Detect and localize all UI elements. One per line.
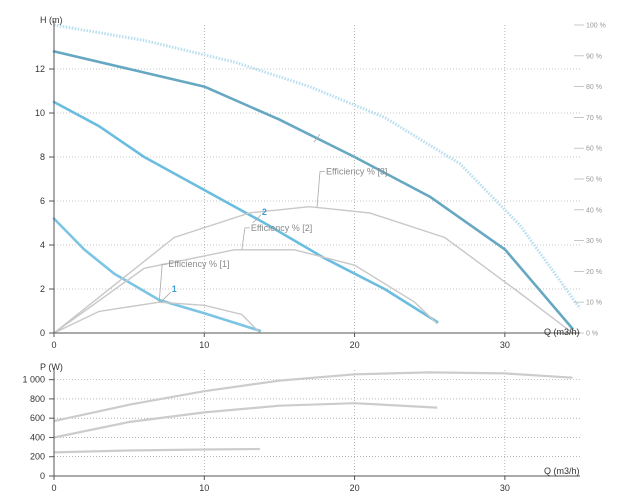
x-axis-title: Q (m3/h): [544, 327, 580, 337]
curve-2-leader: [252, 214, 262, 224]
efficiency-annotation: Efficiency % [1]: [168, 259, 229, 269]
y2-tick-label: 20 %: [586, 269, 602, 276]
x-tick-label: 30: [500, 340, 510, 350]
y-tick-label: 800: [30, 394, 45, 404]
curve-3-leader: [313, 134, 321, 143]
curve-1-leader: [160, 291, 171, 303]
head-efficiency-plot: Efficiency % [1] Efficiency % [2] Efficien…: [35, 15, 606, 350]
head-plot-grid: [54, 25, 580, 333]
x-tick-label: 10: [199, 483, 209, 493]
y-tick-label: 0: [40, 471, 45, 481]
y-axis-title: H (m): [40, 15, 63, 25]
power-plot-series: [53, 371, 573, 454]
y-tick-label: 200: [30, 452, 45, 462]
head-curve: [52, 50, 574, 330]
power-plot: 0 200 400 600 800 1 000 0 10 20 30 P (W) Q (m3/h): [22, 362, 580, 493]
power-curve: [53, 371, 573, 423]
power-curve: [53, 447, 260, 454]
y2-tick-label: 0 %: [586, 331, 598, 338]
y2-tick-label: 50 %: [586, 177, 602, 184]
power-plot-axes: 0 200 400 600 800 1 000 0 10 20 30 P (W) Q (m3/h): [22, 362, 580, 493]
curve-2-label: 2: [262, 207, 267, 217]
y-tick-label: 2: [40, 284, 45, 294]
x-tick-label: 0: [51, 483, 56, 493]
y-tick-label: 4: [40, 240, 45, 250]
efficiency-leader-line: [316, 171, 325, 208]
efficiency-leader-line: [241, 227, 250, 250]
y-axis-title: P (W): [40, 362, 63, 372]
head-plot-annotations: Efficiency % [1] Efficiency % [2] Efficien…: [158, 134, 387, 303]
y2-tick-label: 80 %: [586, 84, 602, 91]
y2-tick-label: 70 %: [586, 115, 602, 122]
y-tick-label: 8: [40, 152, 45, 162]
y-tick-label: 0: [40, 328, 45, 338]
y2-tick-label: 30 %: [586, 238, 602, 245]
efficiency-curve: [53, 301, 261, 334]
efficiency-leader-line: [158, 263, 168, 303]
y2-tick-label: 100 %: [586, 23, 606, 30]
x-tick-label: 20: [350, 340, 360, 350]
y-tick-label: 1 000: [22, 375, 45, 385]
x-tick-label: 20: [350, 483, 360, 493]
x-tick-label: 10: [199, 340, 209, 350]
head-plot-series: [52, 23, 582, 334]
x-tick-label: 0: [51, 340, 56, 350]
y-tick-label: 400: [30, 432, 45, 442]
y2-tick-label: 40 %: [586, 207, 602, 214]
efficiency-curve: [53, 249, 438, 334]
efficiency-annotation: Efficiency % [3]: [326, 166, 387, 176]
x-tick-label: 30: [500, 483, 510, 493]
y2-tick-label: 60 %: [586, 146, 602, 153]
efficiency-envelope-curve: [53, 23, 582, 310]
head-curve: [52, 217, 262, 333]
head-curve: [52, 100, 439, 324]
y2-tick-label: 10 %: [586, 300, 602, 307]
power-curve: [53, 402, 438, 439]
y-tick-label: 10: [35, 108, 45, 118]
y-tick-label: 600: [30, 413, 45, 423]
x-axis-title: Q (m3/h): [544, 466, 580, 476]
power-plot-grid: [54, 370, 580, 476]
efficiency-curve: [53, 205, 573, 334]
y-tick-label: 6: [40, 196, 45, 206]
y2-tick-label: 90 %: [586, 53, 602, 60]
curve-1-label: 1: [172, 284, 177, 294]
y-tick-label: 12: [35, 64, 45, 74]
efficiency-annotation: Efficiency % [2]: [251, 223, 312, 233]
